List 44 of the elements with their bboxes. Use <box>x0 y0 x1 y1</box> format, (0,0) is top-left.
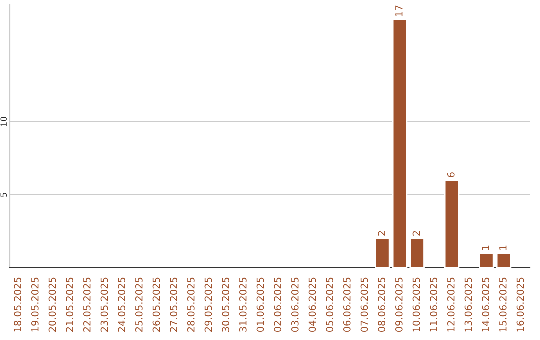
data-label: 1 <box>482 246 490 250</box>
x-tick-label: 31.05.2025 <box>239 278 247 332</box>
x-tick-label: 01.06.2025 <box>256 278 264 332</box>
x-tick-label: 25.05.2025 <box>135 278 143 332</box>
x-tick-label: 30.05.2025 <box>222 278 230 332</box>
x-tick-label: 29.05.2025 <box>204 278 212 332</box>
x-tick-label: 18.05.2025 <box>14 278 22 332</box>
data-label: 6 <box>447 172 455 178</box>
bar <box>479 252 494 268</box>
data-label: 2 <box>378 231 386 236</box>
x-tick-label: 07.06.2025 <box>360 278 368 332</box>
x-tick-label: 06.06.2025 <box>343 278 351 332</box>
x-tick-label: 16.06.2025 <box>516 278 524 332</box>
data-label: 2 <box>412 231 420 236</box>
x-tick-label: 21.05.2025 <box>66 278 74 332</box>
x-tick-label: 08.06.2025 <box>378 278 386 332</box>
x-tick-label: 24.05.2025 <box>118 278 126 332</box>
x-tick-label: 09.06.2025 <box>395 278 403 332</box>
data-label: 17 <box>396 6 403 16</box>
x-tick-label: 15.06.2025 <box>499 278 507 332</box>
x-tick-label: 28.05.2025 <box>187 278 195 332</box>
y-tick-label: 5 <box>0 193 7 197</box>
x-tick-label: 19.05.2025 <box>31 278 39 332</box>
bar <box>496 252 512 268</box>
x-tick-label: 11.06.2025 <box>430 278 438 332</box>
x-tick-label: 20.05.2025 <box>48 278 56 332</box>
x-tick-label: 02.06.2025 <box>274 278 282 332</box>
x-tick-label: 13.06.2025 <box>464 278 472 332</box>
y-tick-label: 10 <box>0 117 7 126</box>
x-tick-label: 26.05.2025 <box>152 278 160 332</box>
x-tick-label: 22.05.2025 <box>83 278 91 332</box>
x-tick-label: 04.06.2025 <box>308 278 316 332</box>
x-tick-label: 27.05.2025 <box>170 278 178 332</box>
x-tick-label: 03.06.2025 <box>291 278 299 332</box>
bar <box>410 238 425 268</box>
x-tick-label: 23.05.2025 <box>100 278 108 332</box>
x-tick-label: 12.06.2025 <box>447 278 455 332</box>
x-tick-label: 10.06.2025 <box>412 278 420 332</box>
x-tick-label: 14.06.2025 <box>482 278 490 332</box>
bar <box>392 18 408 268</box>
bar <box>444 180 460 268</box>
data-label: 1 <box>500 246 507 250</box>
bar <box>375 238 390 268</box>
x-tick-label: 05.06.2025 <box>326 278 334 332</box>
